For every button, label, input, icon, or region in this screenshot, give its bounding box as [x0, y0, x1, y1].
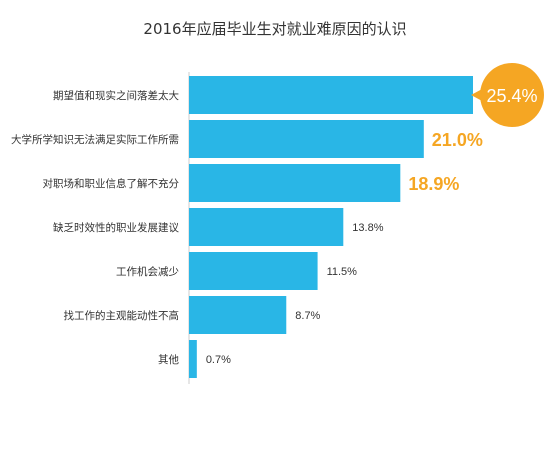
value-bubble-pointer: [471, 88, 484, 102]
category-label: 其他: [158, 353, 179, 366]
chart-title: 2016年应届毕业生对就业难原因的认识: [143, 20, 407, 38]
bar: [189, 120, 424, 158]
bar: [189, 252, 318, 290]
data-label: 8.7%: [295, 310, 320, 322]
bar: [189, 76, 473, 114]
bar: [189, 164, 401, 202]
bar: [189, 208, 344, 246]
category-label: 大学所学知识无法满足实际工作所需: [11, 133, 179, 146]
data-label: 25.4%: [486, 86, 537, 106]
data-label: 18.9%: [408, 174, 459, 194]
category-label: 对职场和职业信息了解不充分: [43, 177, 180, 190]
data-label: 11.5%: [327, 266, 358, 278]
bar: [189, 340, 197, 378]
category-label: 缺乏时效性的职业发展建议: [53, 221, 179, 234]
value-bubble: [480, 63, 544, 127]
category-label: 找工作的主观能动性不高: [64, 309, 180, 322]
data-label: 13.8%: [352, 222, 383, 234]
category-label: 工作机会减少: [116, 265, 179, 278]
data-label: 21.0%: [432, 130, 483, 150]
data-label: 0.7%: [206, 354, 231, 366]
category-label: 期望值和现实之间落差太大: [53, 89, 179, 102]
bar: [189, 296, 287, 334]
